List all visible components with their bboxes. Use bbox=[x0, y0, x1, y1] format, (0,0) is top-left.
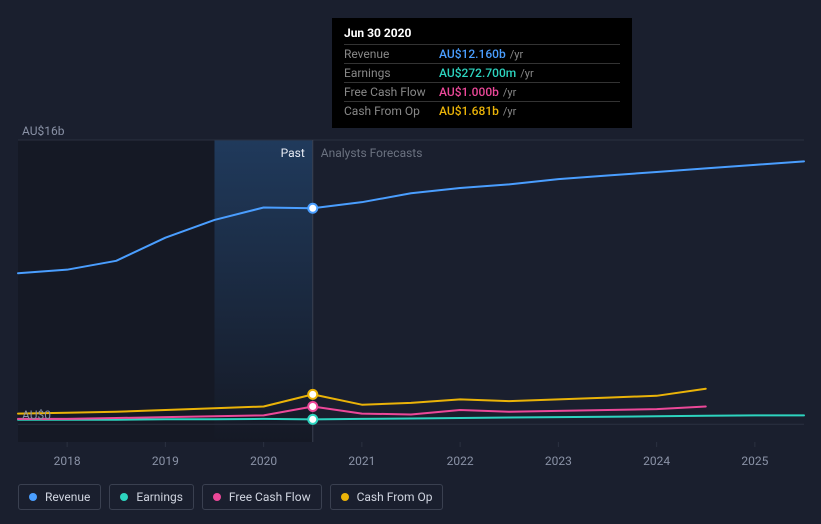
legend-item-earnings[interactable]: Earnings bbox=[109, 484, 194, 510]
tooltip-date: Jun 30 2020 bbox=[344, 26, 620, 40]
forecast-label: Analysts Forecasts bbox=[321, 146, 423, 160]
legend-dot-icon bbox=[29, 493, 37, 501]
legend-item-revenue[interactable]: Revenue bbox=[18, 484, 101, 510]
tooltip-row-label: Free Cash Flow bbox=[344, 85, 439, 99]
series-marker-fcf[interactable] bbox=[308, 402, 317, 411]
tooltip-row: EarningsAU$272.700m/yr bbox=[344, 63, 620, 82]
past-label: Past bbox=[281, 146, 305, 160]
x-axis-label: 2018 bbox=[54, 454, 81, 468]
tooltip-row-unit: /yr bbox=[510, 48, 523, 61]
legend-dot-icon bbox=[341, 493, 349, 501]
tooltip-row-value: AU$12.160b bbox=[439, 47, 506, 61]
tooltip-row-value: AU$1.000b bbox=[439, 85, 499, 99]
series-marker-revenue[interactable] bbox=[308, 204, 317, 213]
tooltip-row-label: Cash From Op bbox=[344, 104, 439, 118]
chart-legend: Revenue Earnings Free Cash Flow Cash From O… bbox=[18, 484, 443, 510]
series-marker-earnings[interactable] bbox=[308, 415, 317, 424]
tooltip-row-unit: /yr bbox=[503, 105, 516, 118]
x-axis-label: 2019 bbox=[152, 454, 179, 468]
tooltip-row: Cash From OpAU$1.681b/yr bbox=[344, 101, 620, 120]
legend-item-label: Revenue bbox=[45, 490, 90, 504]
x-axis-label: 2025 bbox=[741, 454, 768, 468]
tooltip-row-label: Revenue bbox=[344, 47, 439, 61]
x-axis-label: 2022 bbox=[447, 454, 474, 468]
legend-item-label: Earnings bbox=[136, 490, 183, 504]
legend-item-label: Free Cash Flow bbox=[229, 490, 311, 504]
tooltip-row-value: AU$1.681b bbox=[439, 104, 499, 118]
y-axis-label: AU$0 bbox=[22, 408, 51, 422]
legend-item-label: Cash From Op bbox=[357, 490, 433, 504]
x-axis-label: 2023 bbox=[545, 454, 572, 468]
chart-tooltip: Jun 30 2020 RevenueAU$12.160b/yrEarnings… bbox=[332, 18, 632, 128]
highlight-band bbox=[215, 140, 313, 442]
tooltip-row-unit: /yr bbox=[520, 67, 533, 80]
x-axis-label: 2021 bbox=[348, 454, 375, 468]
tooltip-row: Free Cash FlowAU$1.000b/yr bbox=[344, 82, 620, 101]
x-axis-label: 2020 bbox=[250, 454, 277, 468]
legend-dot-icon bbox=[213, 493, 221, 501]
series-marker-cfo[interactable] bbox=[308, 390, 317, 399]
y-axis-label: AU$16b bbox=[22, 124, 64, 138]
legend-dot-icon bbox=[120, 493, 128, 501]
financials-chart: AU$0 AU$16b 2018 2019 2020 2021 2022 2023 2024 2… bbox=[0, 0, 821, 524]
legend-item-fcf[interactable]: Free Cash Flow bbox=[202, 484, 322, 510]
legend-item-cfo[interactable]: Cash From Op bbox=[330, 484, 444, 510]
tooltip-row-unit: /yr bbox=[503, 86, 516, 99]
tooltip-row-value: AU$272.700m bbox=[439, 66, 516, 80]
tooltip-row: RevenueAU$12.160b/yr bbox=[344, 44, 620, 63]
tooltip-row-label: Earnings bbox=[344, 66, 439, 80]
x-axis-label: 2024 bbox=[643, 454, 670, 468]
